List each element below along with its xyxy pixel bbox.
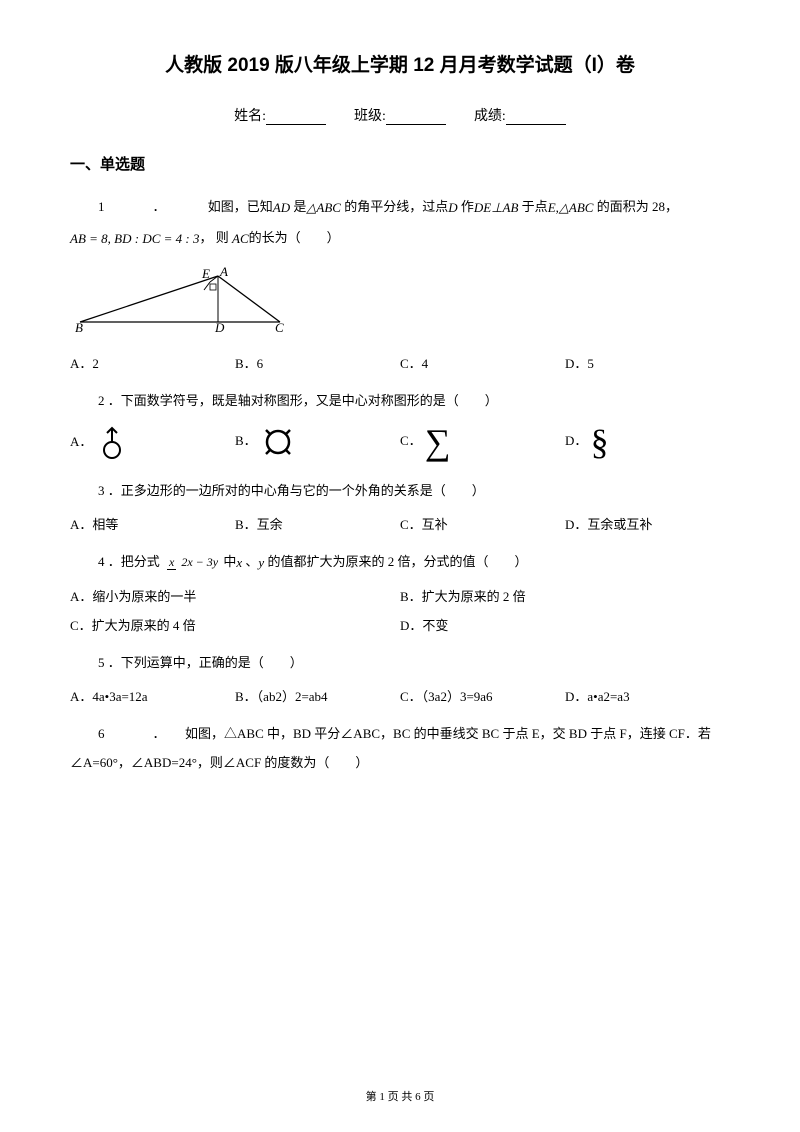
svg-text:E: E xyxy=(201,266,210,281)
symbol-c-icon: ∑ xyxy=(425,424,451,460)
q1-td: 作 xyxy=(461,199,474,214)
q1-me: E,△ABC xyxy=(548,200,594,215)
q4-frac-den: 2x − 3y xyxy=(179,555,220,569)
page-title: 人教版 2019 版八年级上学期 12 月月考数学试题（I）卷 xyxy=(70,50,730,77)
section-header-1: 一、单选题 xyxy=(70,153,730,174)
page-footer: 第 1 页 共 6 页 xyxy=(0,1088,800,1104)
q1-mc: D xyxy=(448,200,457,215)
q1-ta: 如图，已知 xyxy=(208,199,273,214)
q4-options: A．缩小为原来的一半 B．扩大为原来的 2 倍 C．扩大为原来的 4 倍 D．不… xyxy=(70,586,730,634)
q1-opt-c: C．4 xyxy=(400,353,565,372)
q2-opt-c: C． ∑ xyxy=(400,424,565,462)
q1-opt-a: A．2 xyxy=(70,353,235,372)
q4-ma: x xyxy=(236,555,242,570)
q1-dot: ． xyxy=(153,199,166,214)
q4-tb: 中 xyxy=(223,554,236,569)
symbol-a-icon xyxy=(96,424,128,462)
q2-options: A． B． C． ∑ D． § xyxy=(70,424,730,462)
q3-opt-a: A．相等 xyxy=(70,514,235,533)
q4-opt-b: B．扩大为原来的 2 倍 xyxy=(400,586,730,605)
q4-td: 的值都扩大为原来的 2 倍，分式的值（ ） xyxy=(267,554,527,569)
q1-tf: 的面积为 28， xyxy=(597,199,678,214)
q1-th: 的长为（ ） xyxy=(249,230,340,245)
q4-opt-d: D．不变 xyxy=(400,615,730,634)
q3-line: 3 ．正多边形的一边所对的中心角与它的一个外角的关系是（ ） xyxy=(98,483,485,498)
q5-line: 5 ．下列运算中，正确的是（ ） xyxy=(98,655,303,670)
score-blank xyxy=(506,110,566,125)
q1-tg: ， 则 xyxy=(199,230,228,245)
q2-opt-a: A． xyxy=(70,424,235,462)
q5-opt-b: B．（ab2）2=ab4 xyxy=(235,686,400,705)
q2-a-label: A． xyxy=(70,434,92,449)
q4-mb: y xyxy=(258,555,264,570)
triangle-icon: B D C A E xyxy=(70,264,290,334)
q1-opt-d: D．5 xyxy=(565,353,730,372)
q4-tc: 、 xyxy=(245,554,258,569)
q2-c-label: C． xyxy=(400,433,422,448)
q5-opt-a: A．4a•3a=12a xyxy=(70,686,235,705)
q6-text: 如图，△ABC 中，BD 平分∠ABC，BC 的中垂线交 BC 于点 E，交 B… xyxy=(70,726,711,771)
q1-mb: △ABC xyxy=(306,200,341,215)
q1-ma: AD xyxy=(273,200,290,215)
info-line: 姓名: 班级: 成绩: xyxy=(70,105,730,125)
q4-fraction: x 2x − 3y xyxy=(167,556,220,569)
q4-opt-a: A．缩小为原来的一半 xyxy=(70,586,400,605)
svg-text:D: D xyxy=(214,320,225,334)
q2-d-label: D． xyxy=(565,433,587,448)
question-3: 3 ．正多边形的一边所对的中心角与它的一个外角的关系是（ ） xyxy=(70,476,730,506)
q3-options: A．相等 B．互余 C．互补 D．互余或互补 xyxy=(70,514,730,533)
q1-ml2: AB = 8, BD : DC = 4 : 3 xyxy=(70,231,199,246)
q6-num: 6 xyxy=(98,726,117,741)
q4-ta: 4 ．把分式 xyxy=(98,554,160,569)
q3-opt-d: D．互余或互补 xyxy=(565,514,730,533)
q1-mg: AC xyxy=(232,231,249,246)
q1-tc: 的角平分线，过点 xyxy=(344,199,448,214)
q1-te: 于点 xyxy=(522,199,548,214)
svg-text:A: A xyxy=(219,264,228,279)
question-4: 4 ．把分式 x 2x − 3y 中x 、y 的值都扩大为原来的 2 倍，分式的… xyxy=(70,547,730,578)
q2-opt-b: B． xyxy=(235,424,400,462)
symbol-d-icon: § xyxy=(591,424,609,460)
q3-opt-b: B．互余 xyxy=(235,514,400,533)
q2-b-label: B． xyxy=(235,433,257,448)
symbol-b-icon xyxy=(260,424,296,460)
question-5: 5 ．下列运算中，正确的是（ ） xyxy=(70,648,730,678)
q5-options: A．4a•3a=12a B．（ab2）2=ab4 C．（3a2）3=9a6 D．… xyxy=(70,686,730,705)
question-2: 2 ．下面数学符号，既是轴对称图形，又是中心对称图形的是（ ） xyxy=(70,386,730,416)
name-blank xyxy=(266,110,326,125)
class-label: 班级: xyxy=(354,109,386,124)
q5-opt-c: C．（3a2）3=9a6 xyxy=(400,686,565,705)
q6-dot: ． xyxy=(153,726,166,741)
q1-md: DE⊥AB xyxy=(474,200,519,215)
q1-tb: 是 xyxy=(293,199,306,214)
score-label: 成绩: xyxy=(474,109,506,124)
q1-opt-b: B．6 xyxy=(235,353,400,372)
q4-frac-num: x xyxy=(167,555,176,570)
class-blank xyxy=(386,110,446,125)
svg-text:B: B xyxy=(75,320,83,334)
name-label: 姓名: xyxy=(234,109,266,124)
question-1: 1 ． 如图，已知AD 是△ABC 的角平分线，过点D 作DE⊥AB 于点E,△A… xyxy=(70,192,730,254)
q1-num: 1 xyxy=(98,199,117,214)
q1-figure: B D C A E xyxy=(70,264,730,339)
svg-text:C: C xyxy=(275,320,284,334)
q2-opt-d: D． § xyxy=(565,424,730,462)
q3-opt-c: C．互补 xyxy=(400,514,565,533)
question-6: 6 ． 如图，△ABC 中，BD 平分∠ABC，BC 的中垂线交 BC 于点 E，… xyxy=(70,719,730,779)
q5-opt-d: D．a•a2=a3 xyxy=(565,686,730,705)
q2-line: 2 ．下面数学符号，既是轴对称图形，又是中心对称图形的是（ ） xyxy=(98,393,498,408)
q1-options: A．2 B．6 C．4 D．5 xyxy=(70,353,730,372)
q4-opt-c: C．扩大为原来的 4 倍 xyxy=(70,615,400,634)
